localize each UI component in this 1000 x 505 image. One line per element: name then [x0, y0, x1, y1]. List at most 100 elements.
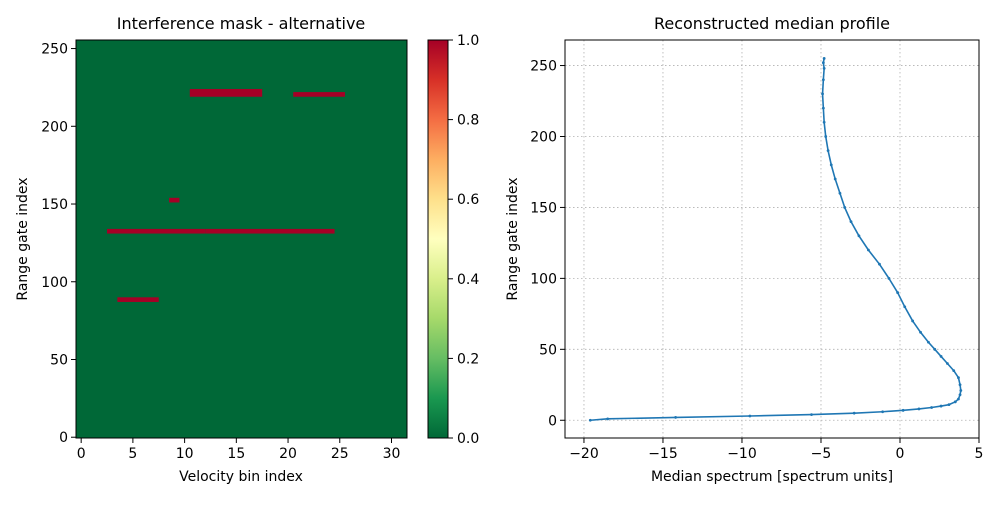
profile-point	[852, 411, 856, 415]
profile-point	[878, 262, 881, 266]
profile-point	[958, 383, 962, 387]
profile-point	[829, 163, 833, 167]
profile-point	[957, 397, 960, 401]
x-tick-label: 0	[77, 446, 86, 462]
profile-point	[821, 106, 825, 110]
line-panel: Reconstructed median profile −20 −15 −10 −5…	[505, 14, 983, 485]
x-tick-label: 25	[331, 446, 349, 462]
line-frame	[564, 39, 980, 439]
x-tick-label: 0	[896, 446, 905, 462]
profile-point	[826, 149, 830, 153]
profile-point	[810, 413, 813, 416]
y-tick-label: 0	[548, 413, 557, 429]
y-tick-label: 150	[530, 200, 557, 216]
x-tick-label: 10	[176, 446, 194, 462]
profile-point	[947, 403, 951, 407]
x-tick-label: 20	[279, 446, 297, 462]
profile-point	[843, 206, 847, 209]
x-tick-label: 15	[227, 446, 245, 462]
heatmap-frame	[75, 39, 408, 439]
profile-point	[881, 410, 885, 414]
mask-region	[117, 297, 159, 302]
profile-point	[917, 407, 921, 411]
line-y-axis-label: Range gate index	[505, 177, 521, 300]
profile-point	[896, 291, 900, 294]
x-tick-label: −5	[811, 446, 832, 462]
line-y-ticks: 0 50 100 150 200 250	[530, 59, 565, 429]
x-tick-label: −15	[648, 446, 678, 462]
x-tick-label: 5	[128, 446, 137, 462]
profile-point	[674, 416, 678, 419]
profile-point	[824, 135, 828, 138]
profile-point	[903, 305, 907, 309]
x-tick-label: 5	[975, 446, 984, 462]
colorbar-tick-label: 1.0	[457, 33, 479, 49]
mask-region	[107, 228, 206, 234]
profile-point	[833, 177, 837, 181]
mask-region	[293, 92, 345, 97]
y-tick-label: 200	[530, 129, 557, 145]
heatmap-background	[76, 40, 407, 438]
profile-point	[822, 66, 826, 70]
y-tick-label: 200	[41, 119, 68, 135]
y-tick-label: 100	[530, 271, 557, 287]
colorbar-tick-label: 0.6	[457, 192, 479, 208]
heatmap-panel: Interference mask - alternative 0 5 10 15 20…	[15, 14, 408, 485]
colorbar-tick-label: 0.8	[457, 113, 479, 129]
x-tick-label: −10	[727, 446, 757, 462]
profile-point	[959, 389, 963, 392]
x-tick-label: −20	[569, 446, 599, 462]
line-grid	[565, 40, 980, 438]
y-tick-label: 100	[41, 275, 68, 291]
profile-point	[857, 234, 861, 238]
profile-point	[939, 404, 943, 408]
profile-point	[821, 78, 825, 82]
colorbar-tick-label: 0.2	[457, 351, 479, 367]
colorbar-tick-label: 0.4	[457, 272, 479, 288]
heatmap-y-axis-label: Range gate index	[15, 177, 31, 300]
y-tick-label: 150	[41, 197, 68, 213]
profile-point	[838, 191, 842, 195]
line-title: Reconstructed median profile	[654, 14, 890, 33]
profile-point	[952, 369, 956, 373]
profile-line	[590, 58, 962, 422]
colorbar-tick-label: 0.0	[457, 431, 479, 447]
profile-point	[927, 340, 930, 344]
y-tick-label: 50	[539, 342, 557, 358]
profile-point	[866, 248, 870, 252]
profile-point	[822, 120, 826, 124]
y-tick-label: 0	[59, 430, 68, 446]
mask-region	[205, 228, 335, 234]
profile-point	[933, 347, 937, 351]
heatmap-x-ticks: 0 5 10 15 20 25 30	[77, 438, 401, 462]
profile-point	[911, 319, 915, 323]
colorbar-gradient	[427, 39, 449, 439]
profile-point	[945, 362, 949, 365]
mask-region	[169, 197, 180, 203]
heatmap-cells	[107, 88, 345, 302]
x-tick-label: 30	[383, 446, 401, 462]
profile-point	[822, 57, 826, 60]
line-series	[588, 57, 963, 422]
profile-point	[939, 355, 943, 358]
heatmap-y-ticks: 0 50 100 150 200 250	[41, 42, 76, 446]
profile-point	[849, 220, 853, 224]
mask-region	[189, 88, 263, 97]
profile-point	[901, 408, 905, 412]
line-x-axis-label: Median spectrum [spectrum units]	[651, 469, 893, 485]
profile-point	[606, 417, 610, 421]
y-tick-label: 250	[530, 59, 557, 75]
colorbar: 0.0 0.2 0.4 0.6 0.8 1.0	[427, 33, 479, 447]
profile-point	[821, 92, 824, 96]
profile-point	[588, 418, 592, 422]
heatmap-title: Interference mask - alternative	[117, 14, 366, 33]
profile-point	[958, 393, 962, 397]
line-x-ticks: −20 −15 −10 −5 0 5	[569, 438, 983, 462]
colorbar-ticks: 0.0 0.2 0.4 0.6 0.8 1.0	[448, 33, 479, 447]
profile-point	[953, 400, 957, 404]
y-tick-label: 250	[41, 42, 68, 58]
y-tick-label: 50	[50, 352, 68, 368]
profile-point	[821, 61, 825, 65]
profile-point	[919, 330, 922, 334]
